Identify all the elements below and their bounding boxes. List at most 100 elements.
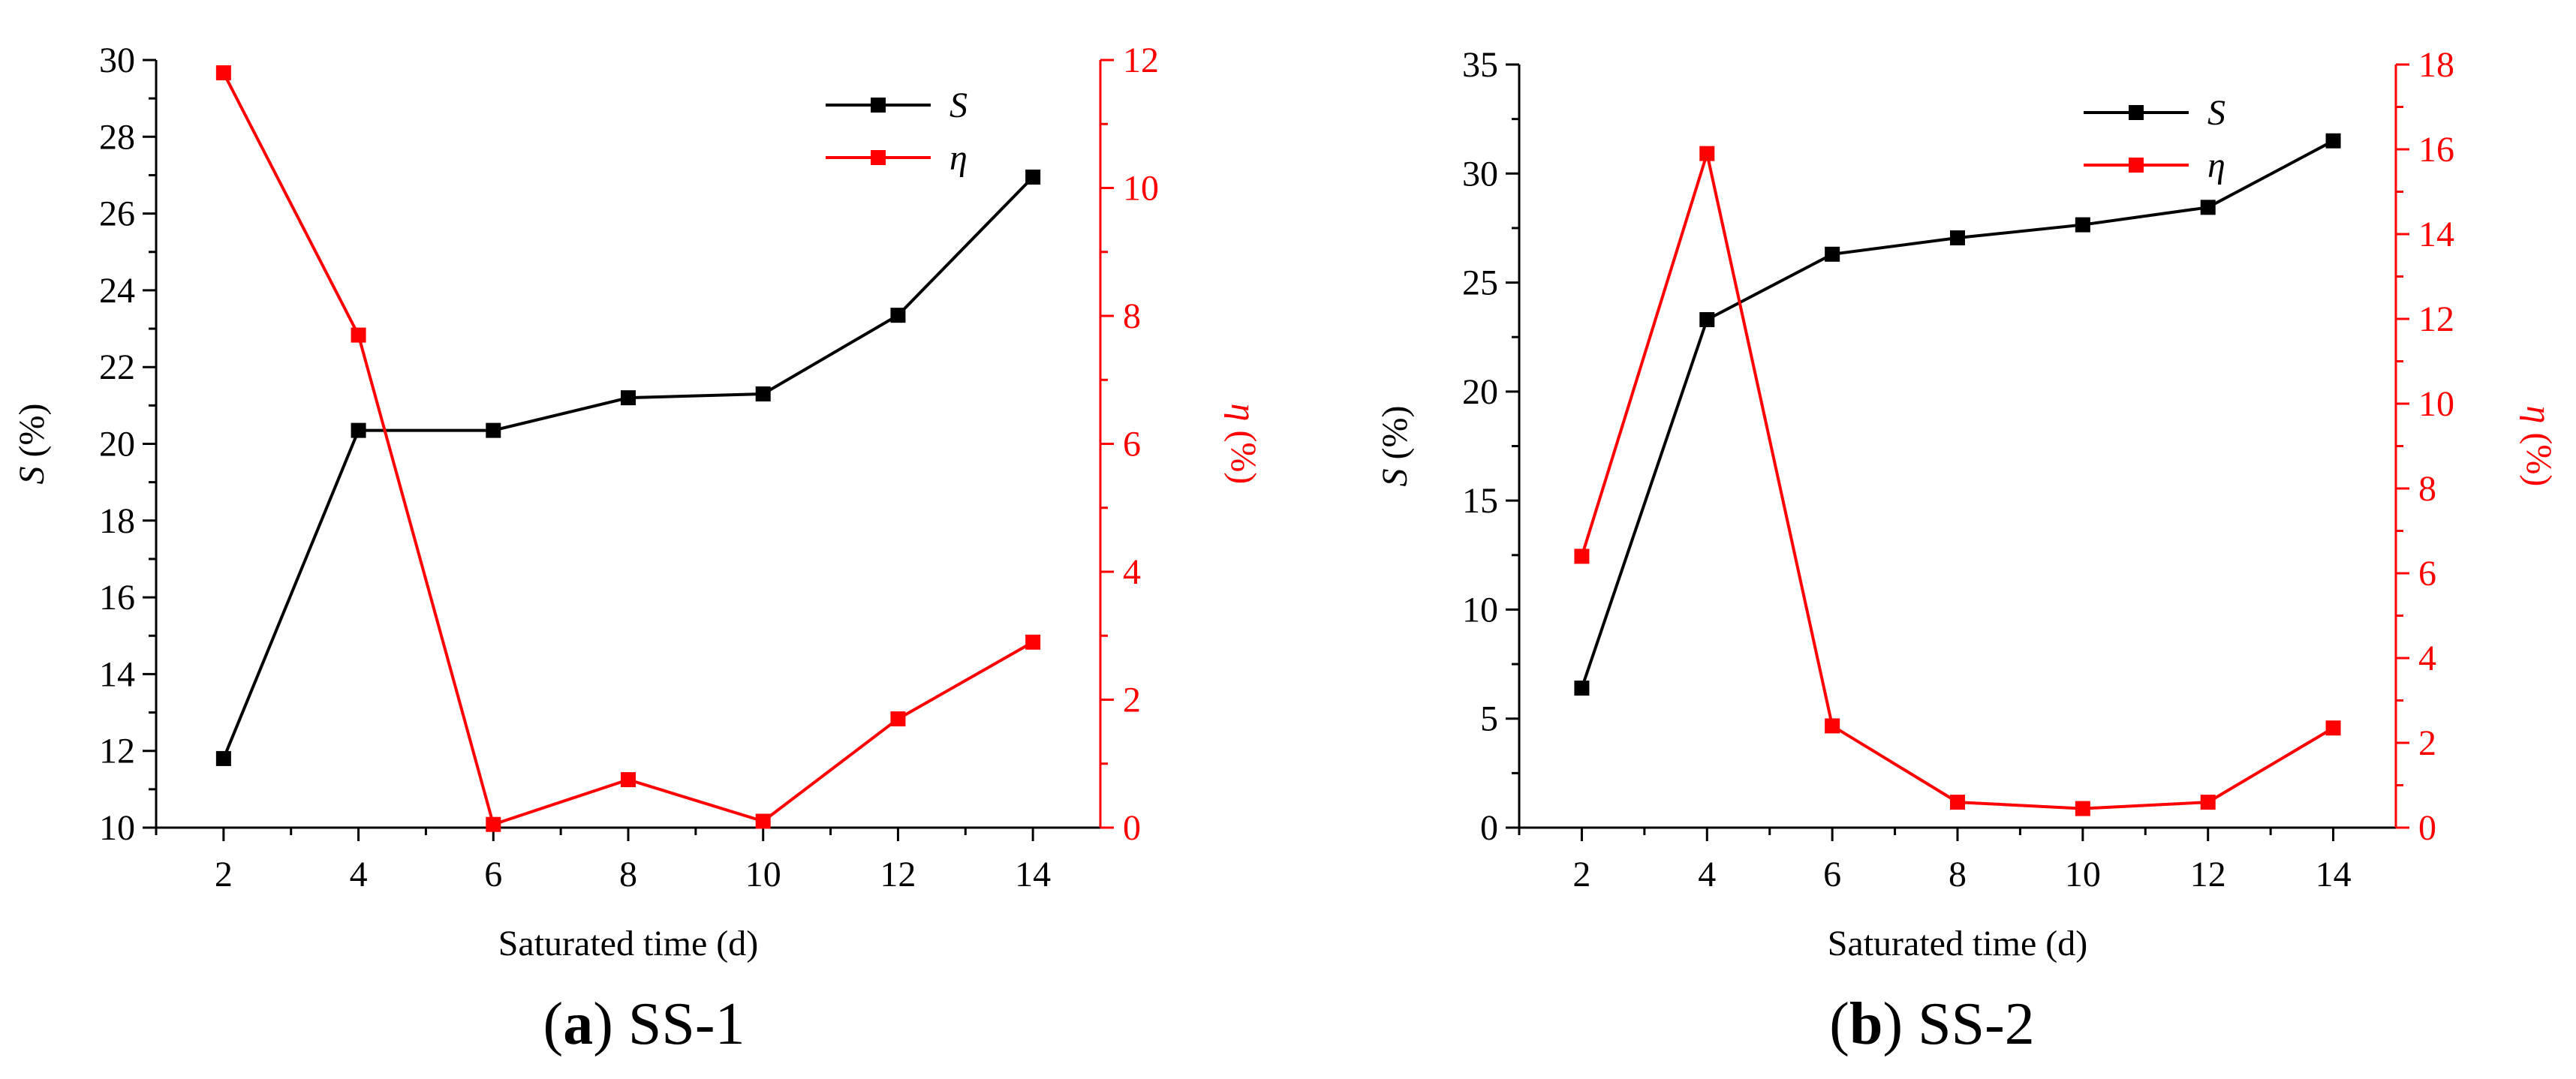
x-tick-label: 10 — [745, 855, 781, 894]
right-y-tick-label: 6 — [1123, 425, 1141, 464]
left-y-tick-label: 15 — [1462, 481, 1498, 521]
x-tick-label: 2 — [1572, 855, 1590, 894]
left-y-tick-label: 10 — [99, 808, 135, 848]
series-1-point — [1025, 634, 1041, 650]
series-1-point — [351, 327, 366, 343]
series-1-point — [1574, 549, 1590, 564]
left-y-tick-label: 35 — [1462, 45, 1498, 85]
figure-panel-b: 2 4 6 8 10 12 14 0 5 10 15 20 25 30 35 0 2 4 6 8 10 12 14 16 18 S… — [1288, 0, 2576, 1079]
x-tick-label: 6 — [484, 855, 502, 894]
left-y-axis-unit: (%) — [1375, 406, 1415, 469]
series-0-point — [890, 308, 906, 323]
right-y-axis-symbol: η — [2519, 406, 2559, 424]
x-tick-label: 12 — [2190, 855, 2226, 894]
right-y-axis-label: η (%) — [2519, 406, 2559, 487]
series-0-point — [351, 422, 366, 438]
series-0-point — [1025, 170, 1041, 185]
right-y-tick-label: 10 — [1123, 169, 1159, 209]
series-0-line — [222, 176, 1034, 759]
right-y-tick-label: 18 — [2418, 45, 2454, 85]
left-y-tick-label: 14 — [99, 654, 135, 694]
series-1-point — [621, 772, 636, 788]
series-0-point — [2200, 200, 2216, 215]
right-y-tick-label: 8 — [2418, 469, 2436, 509]
series-1-point — [2200, 795, 2216, 810]
x-tick-label: 12 — [880, 855, 916, 894]
left-y-tick-label: 12 — [99, 732, 135, 771]
right-y-tick-label: 4 — [2418, 639, 2436, 678]
right-y-tick-label: 8 — [1123, 296, 1141, 336]
left-y-axis-label: S (%) — [12, 404, 52, 485]
legend-1-marker — [871, 150, 886, 165]
series-1-point — [1950, 795, 1965, 810]
x-tick-label: 8 — [1949, 855, 1967, 894]
right-y-axis-unit: (%) — [2519, 423, 2559, 486]
left-y-axis-symbol: S — [1375, 468, 1415, 486]
right-y-tick-label: 12 — [2418, 299, 2454, 339]
legend-0-marker — [871, 98, 886, 113]
series-0-point — [755, 386, 771, 402]
series-1-point — [215, 65, 231, 81]
legend-1-marker — [2129, 158, 2144, 173]
left-y-tick-label: 28 — [99, 117, 135, 157]
caption-b: (b) SS-2 — [1829, 991, 2035, 1057]
series-0-point — [2325, 133, 2341, 149]
left-y-tick-label: 30 — [1462, 154, 1498, 194]
right-y-tick-label: 14 — [2418, 215, 2454, 254]
series-1-point — [2325, 720, 2341, 736]
left-y-axis-unit: (%) — [12, 404, 52, 467]
right-y-axis-unit: (%) — [1223, 421, 1263, 484]
x-axis-label: Saturated time (d) — [1828, 924, 2088, 963]
right-y-axis-label: η (%) — [1223, 404, 1263, 485]
x-tick-label: 6 — [1823, 855, 1841, 894]
legend-0-label: S — [949, 86, 968, 125]
left-y-tick-label: 5 — [1480, 699, 1498, 739]
series-1-point — [2075, 801, 2090, 816]
caption-a: (a) SS-1 — [543, 991, 745, 1057]
legend-0-marker — [2129, 105, 2144, 120]
right-y-tick-label: 10 — [2418, 384, 2454, 424]
series-1-point — [755, 813, 771, 829]
figure-panel-a: 2 4 6 8 10 12 14 10 12 14 16 18 20 22 24 26 28 30 0 2 4 6 8 10 1… — [12, 41, 1263, 1057]
left-y-tick-label: 22 — [99, 347, 135, 387]
right-y-tick-label: 16 — [2418, 130, 2454, 170]
left-y-tick-label: 24 — [99, 271, 135, 311]
x-tick-label: 10 — [2065, 855, 2101, 894]
left-y-axis-symbol: S — [12, 466, 52, 484]
series-1-point — [1825, 718, 1840, 734]
x-tick-label: 4 — [1698, 855, 1716, 894]
left-y-tick-label: 30 — [99, 41, 135, 80]
caption-b-text: SS-2 — [1918, 991, 2035, 1057]
series-0-point — [2075, 217, 2090, 233]
series-0-line — [1580, 139, 2334, 689]
series-0-point — [215, 750, 231, 766]
left-y-tick-label: 18 — [99, 501, 135, 541]
series-0-point — [1699, 311, 1715, 327]
x-tick-label: 8 — [619, 855, 637, 894]
series-0-point — [486, 422, 501, 438]
series-0-point — [1574, 681, 1590, 696]
left-y-tick-label: 10 — [1462, 590, 1498, 630]
left-y-tick-label: 25 — [1462, 263, 1498, 303]
left-y-tick-label: 16 — [99, 578, 135, 618]
right-y-tick-label: 2 — [1123, 681, 1141, 720]
legend-0-label: S — [2207, 93, 2225, 133]
left-y-tick-label: 20 — [99, 425, 135, 464]
series-0-point — [1950, 230, 1965, 246]
right-y-tick-label: 4 — [1123, 552, 1141, 592]
caption-a-text: SS-1 — [627, 991, 745, 1057]
series-1-line — [1580, 147, 2334, 810]
caption-a-letter: a — [563, 991, 594, 1057]
left-y-tick-label: 26 — [99, 194, 135, 234]
left-y-tick-label: 0 — [1480, 808, 1498, 848]
x-axis-label: Saturated time (d) — [498, 924, 759, 963]
caption-b-letter: b — [1849, 991, 1883, 1057]
x-tick-label: 2 — [215, 855, 233, 894]
x-tick-label: 14 — [1015, 855, 1051, 894]
series-0-point — [1825, 246, 1840, 262]
legend-1-label: η — [949, 138, 968, 178]
left-y-axis-label: S (%) — [1375, 406, 1415, 487]
series-1-line — [222, 72, 1034, 827]
series-1-point — [890, 711, 906, 727]
x-tick-label: 4 — [350, 855, 368, 894]
